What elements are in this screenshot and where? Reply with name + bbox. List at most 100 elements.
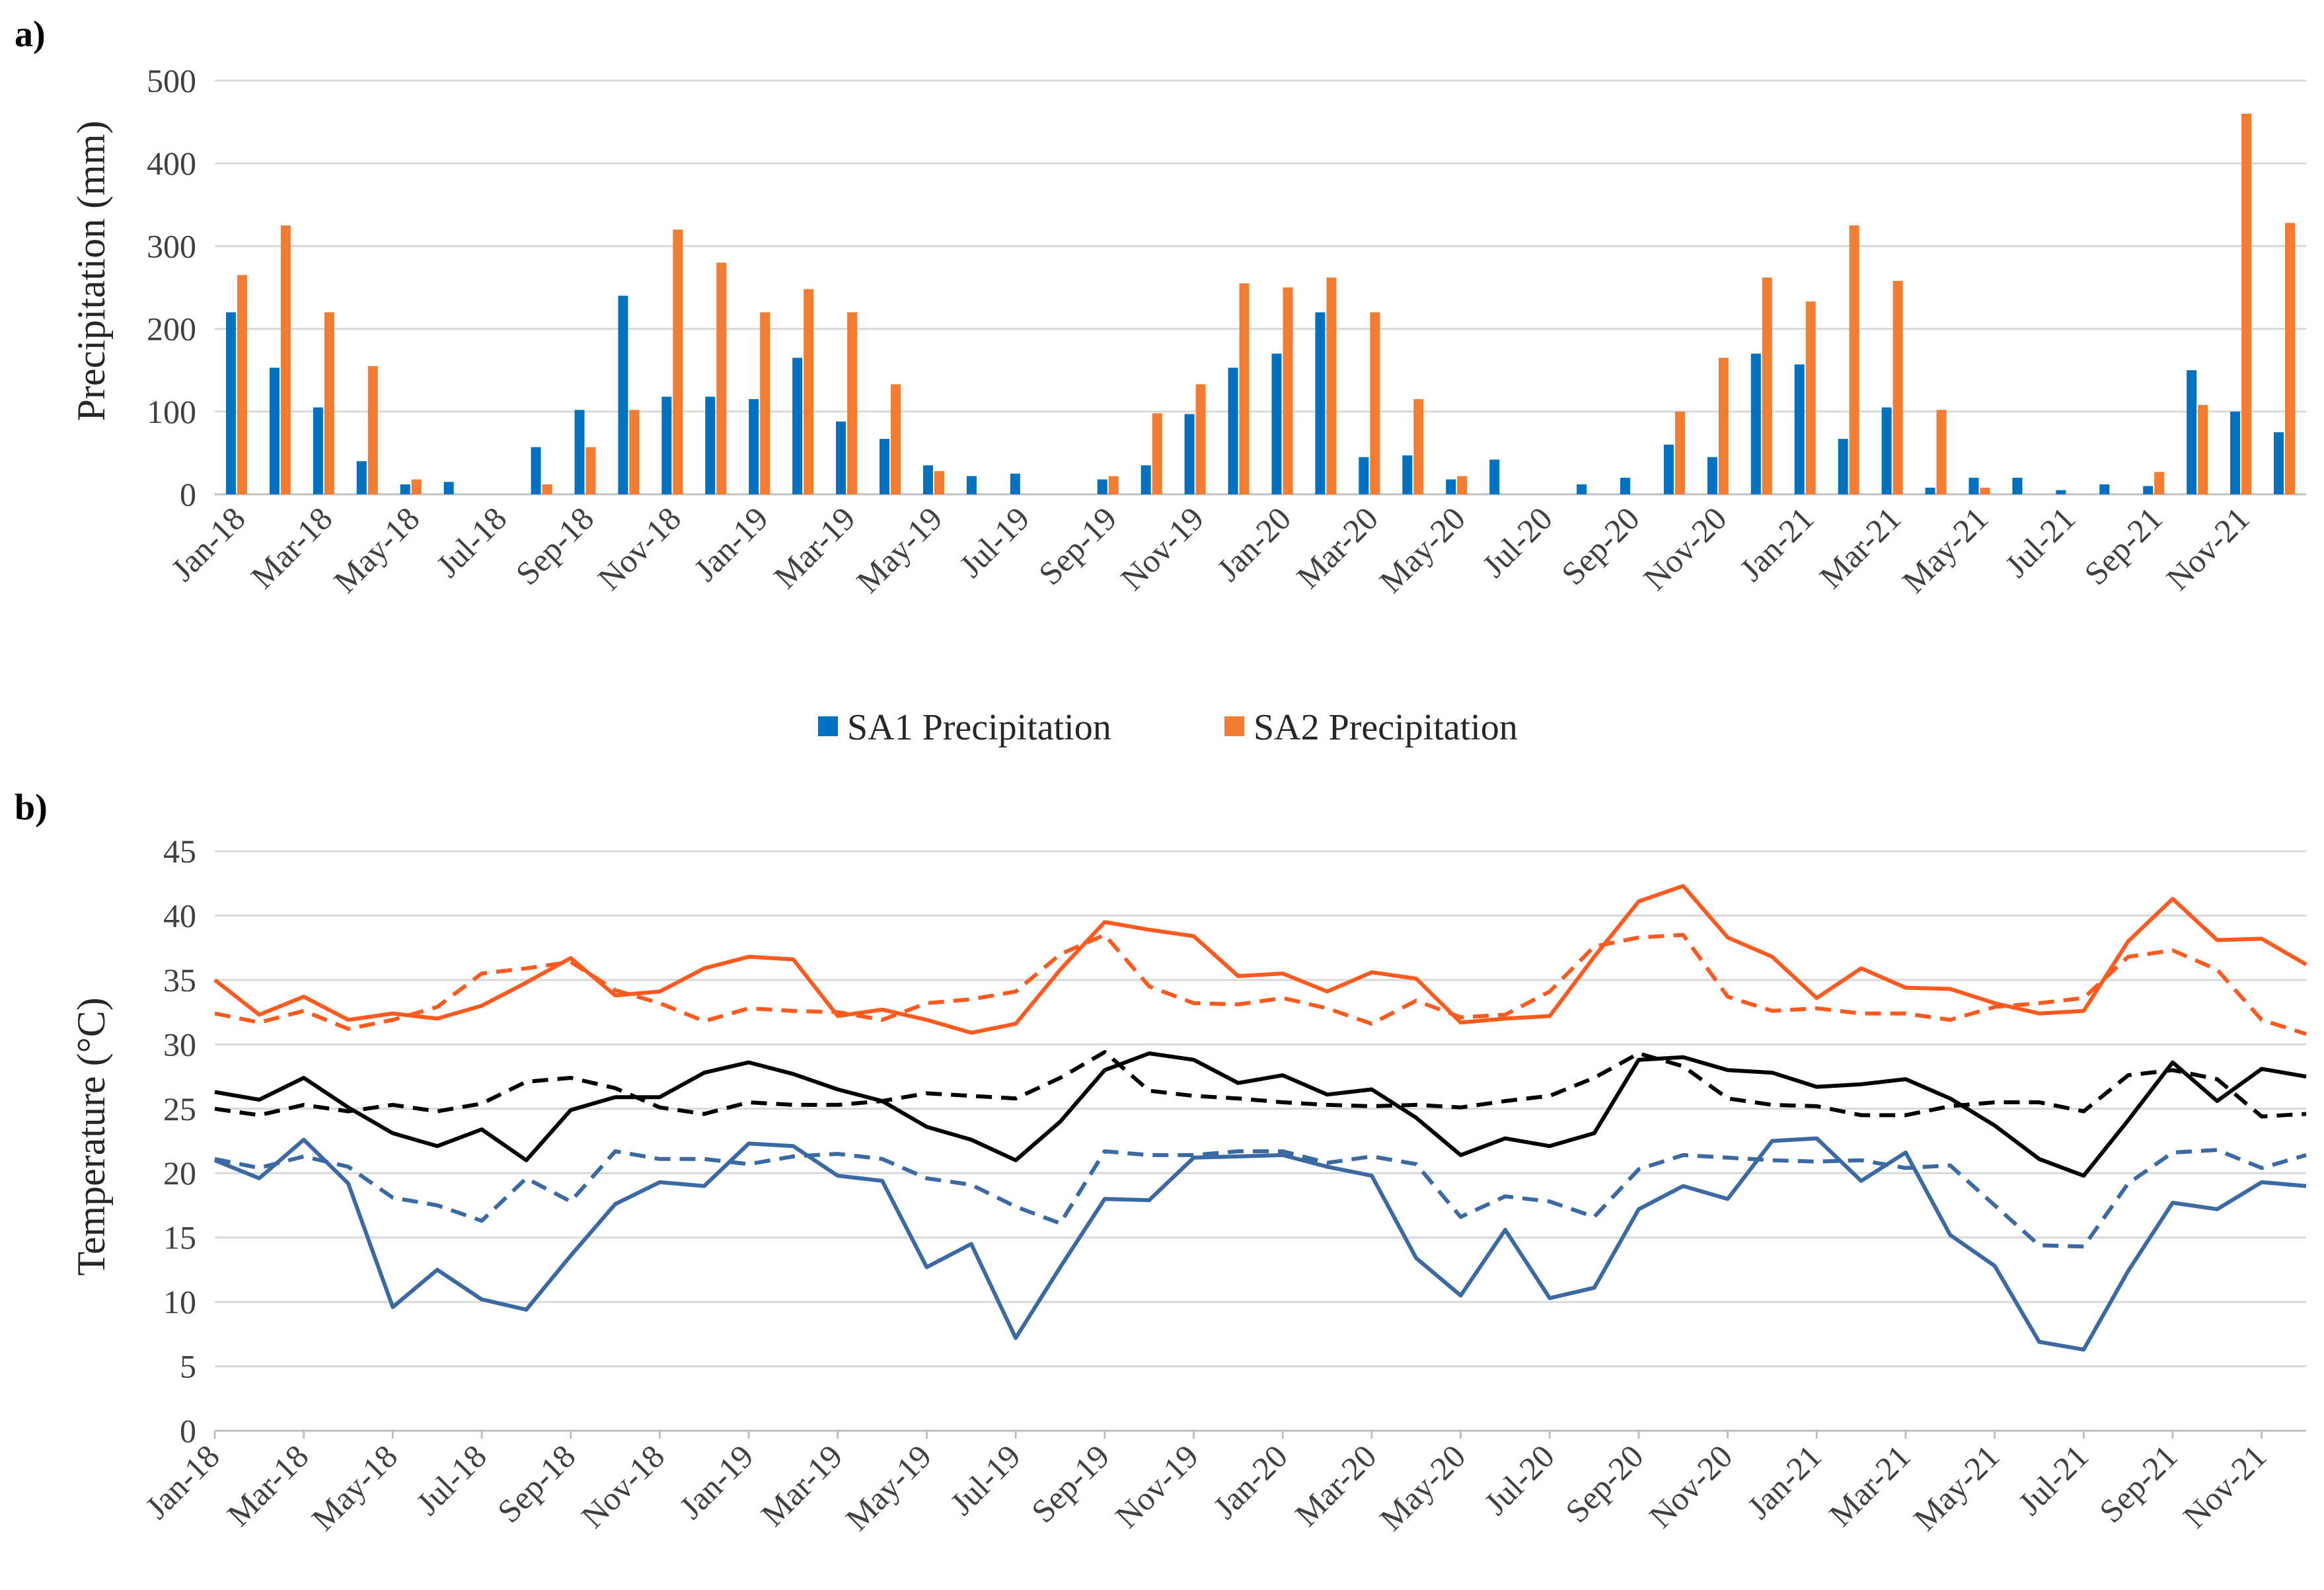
temperature-series-line	[214, 1050, 2307, 1119]
sa1-bar	[749, 399, 759, 494]
x-tick-label: Nov-21	[2159, 500, 2257, 597]
x-tick-label: Jul-21	[1998, 500, 2082, 584]
sa1-bar	[269, 367, 280, 494]
x-tick-label: Jul-20	[1475, 500, 1559, 584]
y-tick-label: 20	[163, 1155, 196, 1192]
x-tick-label: Jan-20	[1209, 500, 1298, 588]
sa2-bar	[1718, 358, 1729, 494]
x-tick-label: Nov-21	[2176, 1437, 2274, 1535]
y-tick-label: 400	[147, 145, 196, 182]
x-tick-label: Mar-19	[767, 500, 862, 595]
x-tick-label: Jul-18	[409, 1437, 494, 1522]
x-tick-label: May-19	[849, 500, 950, 600]
x-tick-label: Jul-20	[1477, 1437, 1561, 1522]
sa2-bar	[1152, 413, 1162, 494]
sa2-bar	[1370, 312, 1380, 494]
sa2-bar	[673, 229, 683, 494]
x-tick-label: Nov-19	[1113, 500, 1211, 597]
sa1-bar	[1750, 354, 1761, 494]
sa1-bar	[1663, 444, 1674, 494]
sa1-bar	[618, 295, 628, 494]
sa2-bar	[2241, 114, 2252, 494]
y-tick-label: 0	[180, 476, 196, 513]
x-tick-label: Sep-21	[2092, 1437, 2185, 1530]
sa2-bar	[1849, 225, 1859, 494]
sa1-bar	[1620, 477, 1630, 494]
x-tick-label: Mar-21	[1822, 1437, 1918, 1533]
y-tick-label: 10	[163, 1283, 196, 1320]
sa1-bar	[1707, 457, 1717, 494]
sa2-bar	[2285, 223, 2296, 494]
sa1-bar	[922, 465, 933, 494]
legend-swatch-sa1	[818, 716, 838, 736]
sa1-bar	[1184, 414, 1195, 494]
sa2-bar	[1805, 301, 1816, 494]
x-tick-label: Sep-20	[1558, 1437, 1651, 1530]
sa1-bar	[2230, 411, 2241, 494]
x-tick-label: Sep-19	[1031, 500, 1124, 592]
sa2-bar	[847, 312, 858, 494]
y-tick-label: 500	[147, 62, 196, 99]
sa2-bar	[367, 365, 378, 494]
sa2-bar	[934, 471, 944, 494]
sa2-bar	[1283, 287, 1293, 494]
sa2-bar	[2154, 472, 2165, 494]
x-tick-label: Jul-19	[952, 500, 1037, 584]
legend-label-sa1: SA1 Precipitation	[847, 707, 1111, 748]
x-tick-label: Mar-20	[1289, 500, 1385, 595]
temperature-series-line	[213, 884, 2307, 1035]
sa2-bar	[280, 225, 291, 494]
x-tick-label: Jul-18	[429, 500, 513, 584]
sa1-bar	[1968, 477, 1979, 494]
sa1-bar	[1577, 484, 1587, 494]
temperature-series-line	[214, 1148, 2307, 1249]
sa1-bar	[400, 484, 410, 494]
sa1-bar	[356, 461, 367, 494]
x-tick-label: Sep-21	[2077, 500, 2169, 592]
sa2-bar	[760, 312, 770, 494]
x-tick-label: Sep-18	[508, 500, 601, 592]
x-tick-label: Jan-19	[687, 500, 775, 588]
x-tick-label: Jan-18	[138, 1437, 227, 1526]
temperature-series-line	[214, 932, 2307, 1036]
sa1-bar	[1010, 473, 1020, 494]
sa1-bar	[2274, 432, 2284, 494]
sa1-bar	[1315, 312, 1326, 494]
x-tick-label: Jan-18	[164, 500, 252, 588]
sa1-bar	[792, 358, 803, 494]
sa2-bar	[891, 384, 901, 494]
sa1-bar	[443, 482, 454, 494]
sa1-bar	[1925, 487, 1935, 494]
x-tick-label: Sep-20	[1554, 500, 1647, 592]
sa1-bar	[705, 397, 716, 494]
x-tick-label: May-19	[839, 1437, 939, 1538]
sa2-bar	[1195, 384, 1206, 494]
sa1-bar	[313, 407, 323, 494]
x-tick-label: Nov-18	[574, 1437, 672, 1535]
sa1-bar	[1228, 367, 1238, 494]
sa1-bar	[574, 410, 585, 494]
sa1-bar	[1097, 479, 1107, 494]
sa1-bar	[1359, 457, 1369, 494]
sa1-bar	[2187, 370, 2197, 494]
y-tick-label: 300	[147, 227, 196, 264]
sa1-bar	[531, 447, 541, 494]
temperature-series-line	[214, 1051, 2307, 1178]
legend-swatch-sa2	[1224, 716, 1244, 736]
sa2-bar	[1674, 411, 1685, 494]
sa1-bar	[1489, 459, 1500, 494]
sa2-bar	[237, 275, 247, 494]
x-tick-label: Mar-18	[244, 500, 340, 595]
sa2-bar	[411, 479, 422, 494]
sa2-bar	[542, 484, 552, 494]
x-tick-label: Mar-18	[220, 1437, 316, 1533]
sa1-bar	[1141, 465, 1151, 494]
sa1-bar	[880, 439, 890, 494]
y-tick-label: 5	[180, 1348, 196, 1385]
sa2-bar	[1326, 277, 1337, 494]
x-tick-label: May-18	[305, 1437, 405, 1538]
x-tick-label: Sep-18	[490, 1437, 583, 1530]
panel-b-y-axis-title: Temperature (°C)	[69, 997, 113, 1275]
